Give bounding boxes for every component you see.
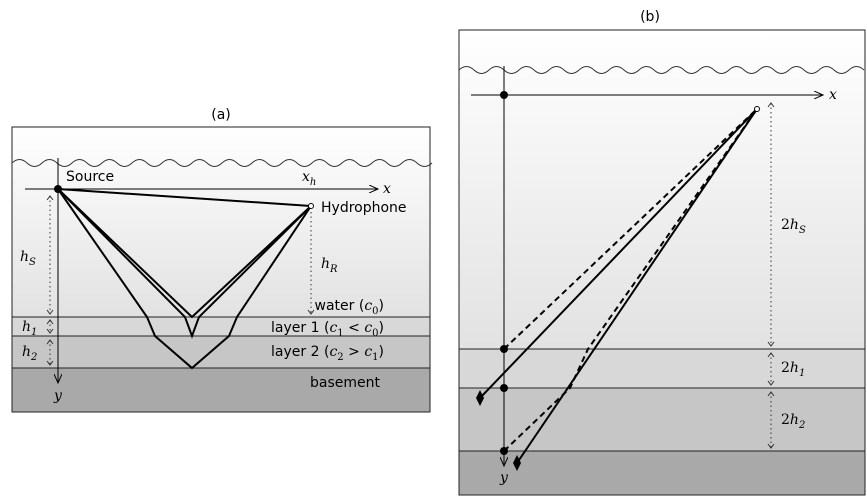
panel-a-hs-cap <box>46 195 54 315</box>
panel-b-water <box>458 29 866 350</box>
panel-b-y-label: y <box>499 470 509 486</box>
panel-a-sea-surface <box>11 159 433 167</box>
panel-b-2h2-cap <box>767 391 775 449</box>
panel-a-basement-label: basement <box>310 375 380 391</box>
panel-b-hydrophone-marker <box>754 106 760 112</box>
panel-b-diamond-1 <box>476 390 484 406</box>
panel-b: (b) x y 2hS 2h1 2h2 <box>458 9 866 496</box>
panel-b-layer-1 <box>458 348 866 389</box>
panel-b-image-source-3 <box>500 447 508 455</box>
panel-a-h1-cap <box>46 319 54 334</box>
panel-a-h1-label: h1 <box>22 319 37 338</box>
panel-a-ray-layer1 <box>57 188 312 339</box>
panel-a-hydrophone-label: Hydrophone <box>321 200 407 216</box>
panel-b-dashed-ray-layer1 <box>503 108 758 350</box>
panel-b-2h1-cap <box>767 352 775 386</box>
panel-a-hr-cap <box>307 309 315 315</box>
panel-b-caption: (b) <box>640 9 660 25</box>
panel-a-caption: (a) <box>211 107 231 123</box>
panel-a-hs-label: hS <box>20 249 36 268</box>
panel-a-basement <box>11 367 431 413</box>
panel-b-layer-2 <box>458 387 866 452</box>
panel-a-h2-label: h2 <box>22 344 37 363</box>
panel-a-source-label: Source <box>66 169 114 185</box>
panel-b-solid-ray-2 <box>516 108 758 464</box>
panel-a-hr-label: hR <box>321 256 338 275</box>
panel-b-dashed-ray-layer2 <box>503 108 758 452</box>
panel-a-layer2-label: layer 2 (c2 > c1) <box>271 344 384 363</box>
panel-a-layer-2 <box>11 335 431 369</box>
panel-b-sea-surface <box>458 66 865 74</box>
panel-b-source-marker <box>500 91 508 99</box>
panel-b-2h2-label: 2h2 <box>781 412 805 431</box>
panel-a-x-label: x <box>383 181 391 197</box>
panel-a-h2-cap <box>46 339 54 366</box>
panel-b-image-source-1 <box>500 345 508 353</box>
panel-a: (a) x y Source Hydrophone xh hS hR <box>11 107 433 413</box>
panel-a-y-label: y <box>53 388 63 404</box>
panel-b-solid-ray-1 <box>479 108 758 399</box>
panel-a-direct-ray <box>57 188 312 207</box>
panel-b-image-source-2 <box>500 384 508 392</box>
panel-a-ray-layer2 <box>57 188 312 370</box>
panel-b-diamond-2 <box>513 455 521 471</box>
panel-b-2h1-label: 2h1 <box>781 360 805 379</box>
panel-a-xh-label: xh <box>302 169 316 188</box>
panel-a-hydrophone-marker <box>308 203 314 209</box>
panel-b-2hs-cap <box>767 102 775 347</box>
panel-a-layer1-label: layer 1 (c1 < c0) <box>271 320 384 339</box>
panel-b-2hs-label: 2hS <box>781 217 806 236</box>
panel-a-water-label: water (c0) <box>315 298 385 317</box>
panel-a-source-marker <box>54 185 62 193</box>
panel-a-ray-water <box>57 188 312 319</box>
panel-b-x-label: x <box>829 87 837 103</box>
panel-a-water <box>11 126 431 318</box>
panel-b-basement <box>458 450 866 496</box>
